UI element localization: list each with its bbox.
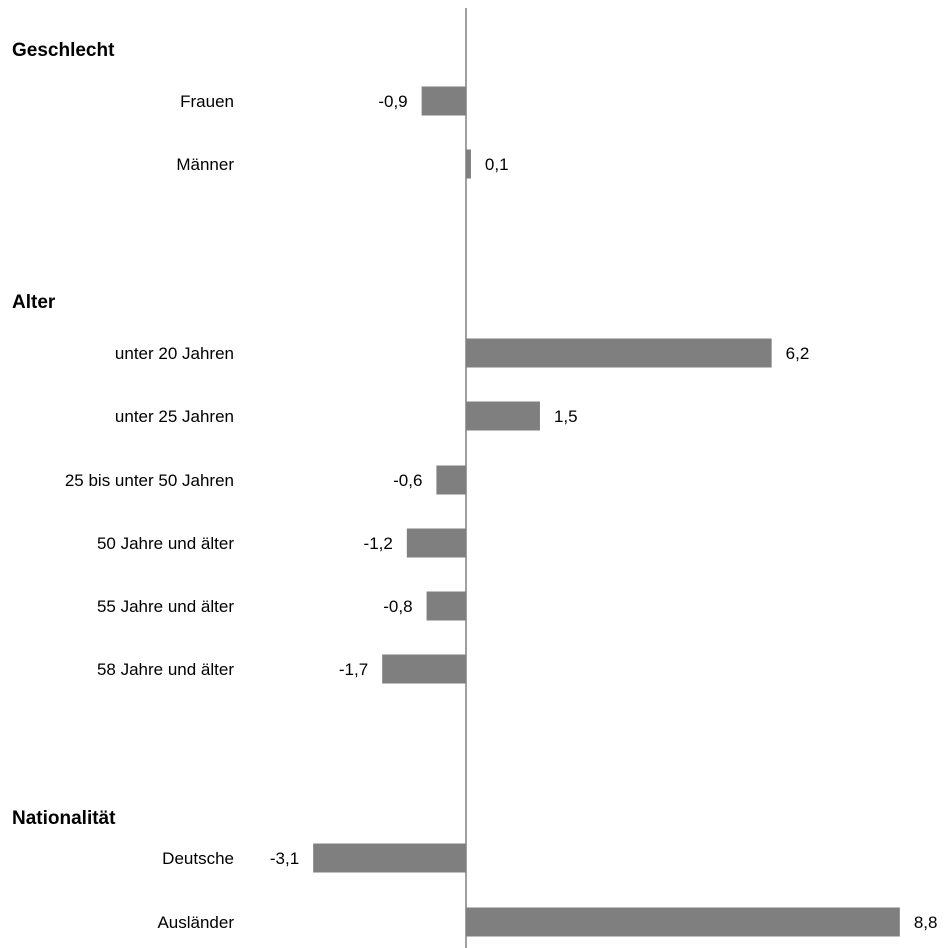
category-label: Deutsche (162, 849, 234, 868)
bar (466, 149, 471, 179)
value-label: -3,1 (270, 849, 299, 868)
value-label: -0,8 (383, 597, 412, 616)
bar (436, 465, 466, 495)
bar (426, 591, 466, 621)
bar (466, 401, 540, 431)
bar (466, 338, 772, 368)
value-label: -0,9 (378, 92, 407, 111)
value-label: -1,7 (339, 660, 368, 679)
bar (406, 528, 466, 558)
group-label: Geschlecht (12, 40, 115, 61)
category-label: Ausländer (157, 913, 234, 932)
group-label: Nationalität (12, 808, 116, 829)
category-label: 50 Jahre und älter (97, 534, 234, 553)
bar (466, 907, 900, 937)
value-label: -0,6 (393, 471, 422, 490)
category-label: 55 Jahre und älter (97, 597, 234, 616)
category-label: 58 Jahre und älter (97, 660, 234, 679)
bar (382, 654, 466, 684)
category-label: 25 bis unter 50 Jahren (65, 471, 234, 490)
category-label: Frauen (180, 92, 234, 111)
group-label: Alter (12, 292, 56, 313)
value-label: 1,5 (554, 407, 578, 426)
value-label: 0,1 (485, 155, 509, 174)
category-label: unter 25 Jahren (115, 407, 234, 426)
value-label: 8,8 (914, 913, 938, 932)
bar (421, 86, 466, 116)
category-label: unter 20 Jahren (115, 344, 234, 363)
bar (313, 843, 466, 873)
category-label: Männer (176, 155, 234, 174)
value-label: 6,2 (786, 344, 810, 363)
value-label: -1,2 (364, 534, 393, 553)
